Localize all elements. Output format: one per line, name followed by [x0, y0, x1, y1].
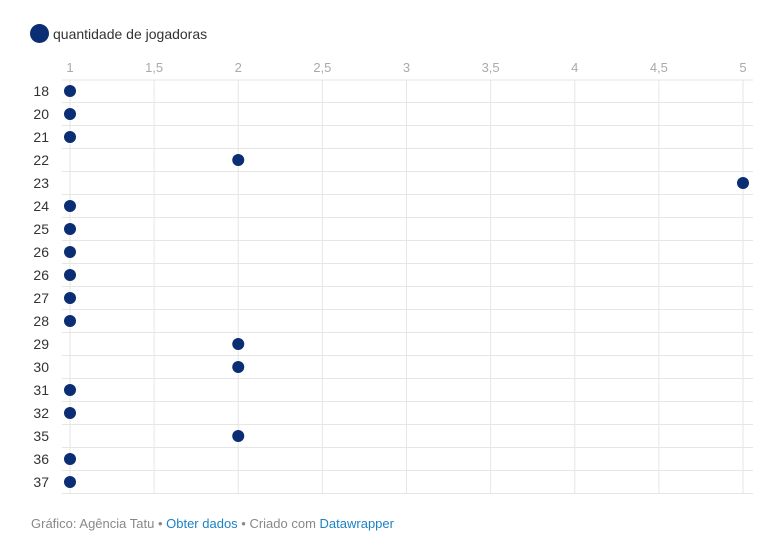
y-tick-label: 24	[33, 198, 49, 214]
data-points	[64, 85, 749, 488]
y-tick-label: 26	[33, 267, 49, 283]
y-tick-label: 35	[33, 428, 49, 444]
data-point	[64, 108, 76, 120]
data-point	[64, 246, 76, 258]
legend-swatch	[30, 24, 49, 43]
legend: quantidade de jogadoras	[30, 24, 207, 43]
x-tick-label: 1,5	[145, 60, 163, 75]
datawrapper-link[interactable]: Datawrapper	[319, 516, 394, 531]
y-tick-label: 25	[33, 221, 49, 237]
data-point	[232, 430, 245, 442]
data-point	[64, 315, 76, 327]
data-point	[232, 338, 245, 350]
get-data-link[interactable]: Obter dados	[166, 516, 238, 531]
y-tick-label: 23	[33, 175, 49, 191]
x-tick-label: 3	[403, 60, 410, 75]
data-point	[232, 361, 245, 373]
y-tick-label: 31	[33, 382, 49, 398]
data-point	[64, 200, 76, 212]
x-tick-label: 4,5	[650, 60, 668, 75]
y-axis-ticks: 18 20 21 22 23 24 25 26 26 27 28 29 30 31 32 35 36 37	[33, 83, 49, 490]
data-point	[64, 407, 76, 419]
x-tick-label: 4	[571, 60, 578, 75]
x-tick-label: 5	[739, 60, 746, 75]
data-point	[737, 177, 749, 189]
x-tick-label: 2	[235, 60, 242, 75]
data-point	[232, 154, 245, 166]
data-point	[64, 131, 76, 143]
footer-separator: •	[237, 516, 250, 531]
y-tick-label: 26	[33, 244, 49, 260]
y-tick-label: 18	[33, 83, 49, 99]
data-point	[64, 85, 76, 97]
y-tick-label: 36	[33, 451, 49, 467]
x-axis-ticks: 1 1,5 2 2,5 3 3,5 4 4,5 5	[66, 60, 746, 75]
footer-credit: Gráfico: Agência Tatu	[31, 516, 155, 531]
y-tick-label: 20	[33, 106, 49, 122]
y-tick-label: 22	[33, 152, 49, 168]
footer-created-with: Criado com	[249, 516, 320, 531]
x-tick-label: 3,5	[482, 60, 500, 75]
data-point	[64, 453, 76, 465]
data-point	[64, 292, 76, 304]
y-tick-label: 21	[33, 129, 49, 145]
data-point	[64, 223, 76, 235]
chart-footer: Gráfico: Agência Tatu • Obter dados • Cr…	[31, 516, 394, 531]
y-tick-label: 28	[33, 313, 49, 329]
data-point	[64, 476, 76, 488]
grid	[62, 79, 753, 494]
x-tick-label: 2,5	[313, 60, 331, 75]
footer-separator: •	[154, 516, 167, 531]
legend-label: quantidade de jogadoras	[53, 25, 208, 42]
y-tick-label: 37	[33, 474, 49, 490]
data-point	[64, 384, 76, 396]
y-tick-label: 27	[33, 290, 49, 306]
y-tick-label: 30	[33, 359, 49, 375]
data-point	[64, 269, 76, 281]
y-tick-label: 32	[33, 405, 49, 421]
y-tick-label: 29	[33, 336, 49, 352]
x-tick-label: 1	[66, 60, 73, 75]
